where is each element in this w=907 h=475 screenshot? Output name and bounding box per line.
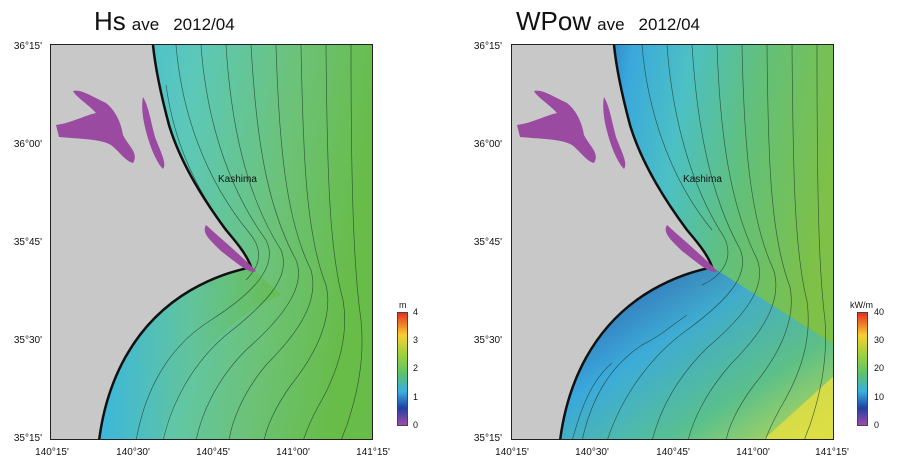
lon-label: 141°15' <box>815 447 849 458</box>
lat-label: 35°30' <box>473 335 502 346</box>
title-date: 2012/04 <box>638 15 700 34</box>
colorbar-tick: 1 <box>413 392 419 402</box>
lat-label: 35°45' <box>13 237 42 248</box>
place-label-kashima: Kashima <box>218 174 257 185</box>
lon-label: 140°45' <box>196 447 230 458</box>
colorbar-tick: 40 <box>874 307 885 317</box>
title-statistic: ave <box>131 15 160 34</box>
lon-label: 140°15' <box>35 447 69 458</box>
map-wpow <box>511 44 834 440</box>
colorbar-unit: m <box>399 300 407 310</box>
lake-kitaura <box>142 97 165 169</box>
map-hs <box>50 44 373 440</box>
title-variable: Hs <box>94 6 126 36</box>
land-area <box>51 45 251 439</box>
colorbar-tick: 20 <box>874 363 885 373</box>
colorbar-tick: 0 <box>874 420 880 430</box>
colorbar-unit: kW/m <box>850 300 873 310</box>
colorbar-tick: 0 <box>413 420 419 430</box>
lat-label: 36°00' <box>473 139 502 150</box>
lon-label: 141°00' <box>276 447 310 458</box>
contour-lines <box>136 45 363 439</box>
coastline <box>98 45 253 439</box>
colorbar <box>857 312 868 426</box>
lat-label: 36°15' <box>473 41 502 52</box>
lat-label: 35°15' <box>473 433 502 444</box>
lat-label: 35°45' <box>473 237 502 248</box>
colorbar <box>397 312 408 426</box>
lat-label: 35°30' <box>13 335 42 346</box>
land-area <box>512 45 712 439</box>
lon-label: 141°15' <box>356 447 390 458</box>
place-label-kashima: Kashima <box>683 174 722 185</box>
river-tone <box>204 225 256 272</box>
lat-label: 36°00' <box>13 139 42 150</box>
colorbar-tick: 30 <box>874 335 885 345</box>
lat-label: 35°15' <box>13 433 42 444</box>
map-wpow-field <box>512 45 833 439</box>
lon-label: 140°30' <box>116 447 150 458</box>
title-statistic: ave <box>597 15 625 34</box>
colorbar-tick: 10 <box>874 392 885 402</box>
title-variable: WPow <box>516 6 592 36</box>
lon-label: 141°00' <box>736 447 770 458</box>
panel-wpow: WPow ave 2012/04 <box>454 0 907 475</box>
panel-title: Hs ave 2012/04 <box>94 6 235 37</box>
ocean-high-energy <box>764 376 833 439</box>
lake-kasumigaura <box>56 90 135 163</box>
ocean-south-shallow <box>99 267 281 439</box>
lat-label: 36°15' <box>13 41 42 52</box>
map-hs-field <box>51 45 372 439</box>
colorbar-tick: 2 <box>413 363 419 373</box>
ocean-south <box>560 267 833 439</box>
lake-kasumigaura <box>517 90 596 163</box>
panel-hs: Hs ave 2012/04 <box>0 0 453 475</box>
coastline <box>559 45 714 439</box>
lon-label: 140°45' <box>656 447 690 458</box>
river-tone <box>665 225 717 272</box>
title-date: 2012/04 <box>173 15 235 34</box>
colorbar-tick: 3 <box>413 335 419 345</box>
colorbar-tick: 4 <box>413 307 419 317</box>
lon-label: 140°15' <box>495 447 529 458</box>
lake-kitaura <box>603 97 626 169</box>
panel-title: WPow ave 2012/04 <box>516 6 700 37</box>
lon-label: 140°30' <box>575 447 609 458</box>
contour-lines <box>572 45 826 439</box>
